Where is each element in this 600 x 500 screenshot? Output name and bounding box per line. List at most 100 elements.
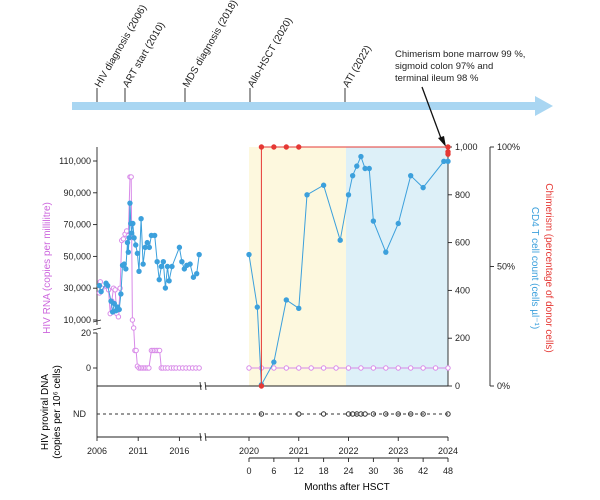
- cd4-axis-tick-label: 200: [455, 333, 470, 343]
- hiv-rna-point: [133, 347, 139, 354]
- hiv-rna-point: [358, 365, 364, 371]
- cd4-point: [179, 259, 185, 265]
- cd4-axis-tick-label: 600: [455, 238, 470, 248]
- hiv-rna-point: [283, 365, 290, 371]
- month-axis-tick-label: 24: [343, 466, 353, 476]
- cd4-axis-tick-label: 1,000: [455, 142, 478, 152]
- cd4-point: [164, 263, 171, 270]
- timeline-event-label: MDS diagnosis (2018): [181, 0, 240, 89]
- cd4-point: [166, 278, 172, 284]
- cd4-point: [349, 172, 356, 179]
- month-axis-tick-label: 36: [393, 466, 403, 476]
- hiv-rna-point: [146, 365, 152, 371]
- hiv-rna-point: [407, 365, 414, 371]
- cd4-point: [420, 184, 426, 191]
- chimerism-point: [283, 144, 290, 150]
- hiv-rna-line: [99, 176, 200, 369]
- x-axis-label: Months after HSCT: [304, 482, 390, 493]
- timeline-bar: [72, 102, 537, 110]
- cd4-point: [105, 282, 111, 289]
- left-axis-ticks: 110,000 90,000 70,000 50,000 30,000 10,000 20 0: [59, 156, 97, 373]
- year-axis-tick-label: 2023: [388, 446, 408, 456]
- hiv-rna-point: [156, 347, 163, 354]
- left-axis-tick-label: 10,000: [63, 315, 91, 325]
- month-axis-ticks: 0 6 12 18 24 30 36 42 48: [246, 457, 453, 476]
- cd4-point: [154, 259, 160, 265]
- cd4-point: [158, 263, 164, 270]
- year-axis-tick-label: 2021: [289, 446, 309, 456]
- chimerism-point: [445, 151, 451, 157]
- year-axis-tick-label: 2011: [129, 446, 148, 456]
- cd4-line: [248, 155, 448, 387]
- year-axis-ticks: 2006 2011 2016 2020 2021 2022 2023 2024: [87, 437, 458, 456]
- cd4-point: [160, 259, 167, 265]
- cd4-point: [194, 270, 200, 277]
- cd4-point: [111, 300, 118, 307]
- timeline-event-label: HIV diagnosis (2006): [93, 3, 149, 89]
- cd4-point: [337, 237, 343, 243]
- cd4-point: [96, 282, 103, 289]
- hiv-rna-point: [246, 365, 252, 371]
- post-hsct-period: [249, 147, 346, 386]
- hiv-rna-point: [383, 365, 389, 371]
- cd4-point: [296, 305, 302, 312]
- hiv-rna-point: [395, 365, 401, 371]
- cd4-axis-label: CD4 T cell count (cells µl⁻¹): [529, 207, 540, 329]
- cd4-point: [136, 268, 142, 274]
- chimerism-axis-tick-label: 50%: [497, 262, 515, 272]
- cd4-point: [181, 266, 188, 272]
- cd4-point: [395, 220, 401, 227]
- month-axis-tick-label: 12: [294, 466, 304, 476]
- hiv-rna-series: [96, 174, 451, 371]
- left-axis-tick-label: 50,000: [63, 251, 91, 261]
- month-axis-tick-label: 30: [368, 466, 378, 476]
- cd4-axis-tick-label: 400: [455, 285, 470, 295]
- timeline: [72, 96, 553, 116]
- cd4-point: [121, 261, 127, 267]
- year-axis-tick-label: 2020: [239, 446, 259, 456]
- cd4-point: [407, 172, 414, 179]
- cd4-point: [358, 153, 364, 160]
- timeline-event-label: ATI (2022): [341, 44, 374, 90]
- proviral-dna-series: [258, 411, 451, 417]
- cd4-point: [283, 297, 290, 303]
- cd4-point: [271, 359, 277, 365]
- chimerism-axis-tick-label: 0%: [497, 381, 510, 391]
- ati-period: [346, 147, 448, 386]
- cd4-point: [354, 163, 360, 169]
- cd4-point: [169, 263, 175, 270]
- hiv-rna-point: [129, 317, 136, 323]
- left-axis-tick-label: 90,000: [63, 188, 91, 198]
- month-axis-tick-label: 6: [271, 466, 276, 476]
- chimerism-point: [445, 144, 451, 150]
- chimerism-axis-ticks: 100% 50% 0%: [490, 142, 520, 391]
- timeline-note-line-1: Chimerism bone marrow 99 %,: [395, 49, 525, 60]
- chimerism-point: [271, 144, 277, 150]
- cd4-point: [125, 249, 132, 255]
- cd4-point: [98, 288, 104, 295]
- year-axis-tick-label: 2022: [338, 446, 358, 456]
- cd4-point: [320, 182, 327, 188]
- cd4-point: [133, 242, 139, 248]
- month-axis-tick-label: 48: [443, 466, 453, 476]
- cd4-point: [138, 216, 144, 222]
- cd4-point: [345, 192, 352, 198]
- chimerism-point: [258, 144, 265, 150]
- timeline-note-line-3: terminal ileum 98 %: [395, 73, 479, 84]
- left-axis-tick-label: 70,000: [63, 220, 91, 230]
- hiv-rna-point: [271, 365, 277, 371]
- cd4-point: [126, 235, 132, 241]
- year-axis-tick-label: 2016: [169, 446, 189, 456]
- chimerism-axis-tick-label: 100%: [497, 142, 520, 152]
- hiv-rna-point: [115, 314, 122, 320]
- cd4-point: [118, 291, 124, 297]
- timeline-note-line-2: sigmoid colon 97% and: [395, 61, 493, 72]
- hiv-rna-point: [333, 365, 339, 371]
- left-axis-tick-label: 30,000: [63, 283, 91, 293]
- cd4-point: [156, 276, 162, 283]
- cd4-point: [127, 200, 133, 206]
- hiv-rna-point: [420, 365, 426, 371]
- cd4-point: [370, 218, 377, 224]
- year-axis-tick-label: 2006: [87, 446, 107, 456]
